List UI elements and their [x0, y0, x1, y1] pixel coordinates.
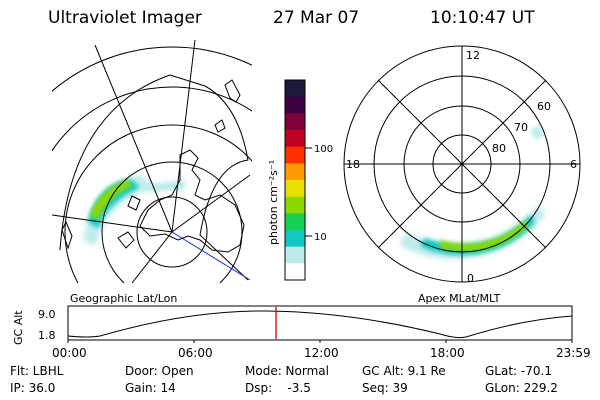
colorbar-stripe	[285, 263, 305, 281]
geographic-map	[52, 40, 252, 283]
time-tick-1800: 18:00	[430, 346, 465, 360]
mlat-label-70: 70	[514, 121, 528, 134]
colorbar-tick-10: 10	[314, 232, 327, 243]
colorbar-tick-100: 100	[314, 144, 333, 155]
latitude-circles	[52, 46, 252, 283]
colorbar-stripe	[285, 246, 305, 264]
info-mode: Mode: Normal	[245, 364, 329, 378]
info-gain: Gain: 14	[125, 381, 176, 395]
info-glat: GLat: -70.1	[485, 364, 552, 378]
colorbar-stripe	[285, 130, 305, 148]
colorbar-stripe	[285, 196, 305, 214]
geographic-label: Geographic Lat/Lon	[70, 292, 177, 305]
colorbar-stripe	[285, 180, 305, 198]
info-gc-alt: GC Alt: 9.1 Re	[362, 364, 446, 378]
colorbar-stripe	[285, 230, 305, 248]
mlt-label-0: 0	[467, 272, 474, 285]
alt-axis-label: GC Alt	[12, 310, 25, 345]
mlt-label-12: 12	[466, 49, 480, 62]
info-ip: IP: 36.0	[10, 381, 56, 395]
aurora-magnetic	[400, 125, 545, 259]
colorbar-stripe	[285, 146, 305, 164]
colorbar-stripe	[285, 213, 305, 231]
info-dsp: Dsp: -3.5	[245, 381, 311, 395]
magnetic-polar-plot: 12 6 0 18 60 70 80	[343, 45, 581, 285]
altitude-strip: 9.0 1.8 GC Alt 00:00 06:00 12:00 18:00 2…	[12, 305, 591, 360]
sun-direction-line	[171, 231, 251, 281]
magnetic-label: Apex MLat/MLT	[418, 292, 501, 305]
alt-tick-1.8: 1.8	[38, 329, 56, 342]
fov-boundary	[59, 74, 249, 281]
colorbar: 100 10 photon cm⁻²s⁻¹	[267, 79, 333, 281]
time-tick-1200: 12:00	[304, 346, 339, 360]
meridians	[52, 40, 251, 283]
mlat-label-80: 80	[492, 142, 506, 155]
time-label: 10:10:47 UT	[430, 8, 535, 28]
time-tick-2359: 23:59	[556, 346, 591, 360]
mlt-label-6: 6	[570, 158, 577, 171]
info-flt: Flt: LBHL	[10, 364, 64, 378]
info-glon: GLon: 229.2	[485, 381, 558, 395]
mlt-meridians	[344, 46, 580, 282]
info-seq: Seq: 39	[362, 381, 408, 395]
colorbar-stripe	[285, 80, 305, 98]
mlt-label-18: 18	[346, 158, 360, 171]
colorbar-unit-label: photon cm⁻²s⁻¹	[267, 160, 280, 245]
instrument-title: Ultraviolet Imager	[48, 8, 202, 28]
time-tick-0600: 06:00	[178, 346, 213, 360]
time-tick-0000: 00:00	[52, 346, 87, 360]
altitude-curve	[67, 310, 573, 339]
aurora-geographic	[84, 175, 185, 245]
mlat-label-60: 60	[537, 100, 551, 113]
colorbar-stripe	[285, 96, 305, 114]
coastlines	[61, 79, 245, 253]
date-label: 27 Mar 07	[273, 8, 360, 28]
info-door: Door: Open	[125, 364, 194, 378]
colorbar-stripe	[285, 163, 305, 181]
colorbar-stripe	[285, 113, 305, 131]
alt-tick-9: 9.0	[38, 308, 56, 321]
